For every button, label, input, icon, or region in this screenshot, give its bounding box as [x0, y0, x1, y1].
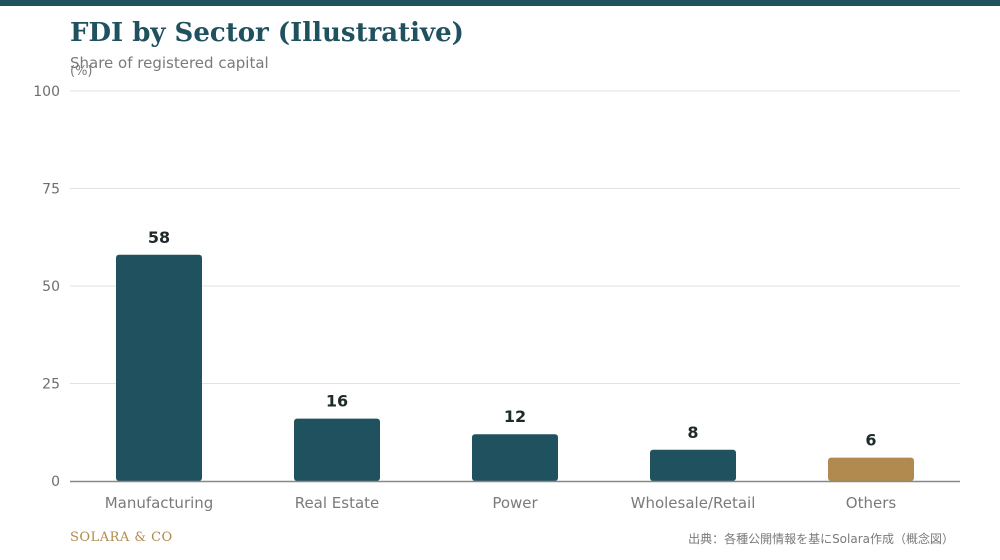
top-accent-bar — [0, 0, 1000, 6]
x-tick-label: Real Estate — [295, 494, 380, 512]
y-tick-label: 75 — [42, 182, 60, 198]
y-axis-unit-label: (%) — [70, 64, 93, 79]
data-label: 8 — [687, 423, 698, 442]
brand-name: SOLARA & CO — [70, 530, 173, 545]
data-label: 58 — [148, 228, 170, 247]
y-tick-label: 0 — [51, 474, 60, 490]
data-label: 12 — [504, 407, 526, 426]
y-tick-label: 100 — [33, 84, 60, 100]
chart-title: FDI by Sector (Illustrative) — [70, 18, 464, 48]
x-tick-label: Wholesale/Retail — [631, 494, 756, 512]
y-tick-label: 25 — [42, 377, 60, 393]
data-label: 6 — [865, 431, 876, 450]
bar — [828, 457, 914, 481]
x-tick-label: Manufacturing — [105, 494, 214, 512]
bar — [294, 418, 380, 481]
data-label: 16 — [326, 392, 348, 411]
grid-layer — [70, 90, 960, 384]
x-tick-label: Others — [846, 494, 897, 512]
y-tick-label: 50 — [42, 279, 60, 295]
x-tick-labels: Manufacturing Real Estate Power Wholesale/R… — [105, 494, 897, 512]
bar — [472, 434, 558, 481]
bars — [116, 254, 914, 481]
chart-subtitle: Share of registered capital — [70, 54, 269, 72]
y-tick-labels: 0 25 50 75 100 — [33, 84, 60, 490]
bar — [116, 254, 202, 481]
data-labels: 58 16 12 8 6 — [148, 228, 877, 450]
x-tick-label: Power — [492, 494, 538, 512]
bar — [650, 449, 736, 481]
source-note: 出典：各種公開情報を基にSolara作成（概念図） — [688, 532, 954, 546]
